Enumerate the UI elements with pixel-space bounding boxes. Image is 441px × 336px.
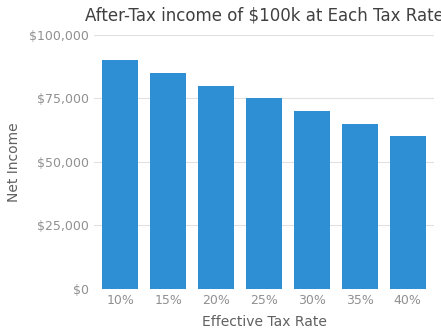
Bar [198, 86, 234, 289]
Bar [342, 124, 378, 289]
Bar [102, 60, 138, 289]
Bar [390, 136, 426, 289]
Bar [294, 111, 330, 289]
Title: After-Tax income of $100k at Each Tax Rate: After-Tax income of $100k at Each Tax Ra… [85, 7, 441, 25]
Bar [246, 98, 282, 289]
Bar [150, 73, 186, 289]
X-axis label: Effective Tax Rate: Effective Tax Rate [202, 315, 326, 329]
Y-axis label: Net Income: Net Income [7, 122, 21, 202]
